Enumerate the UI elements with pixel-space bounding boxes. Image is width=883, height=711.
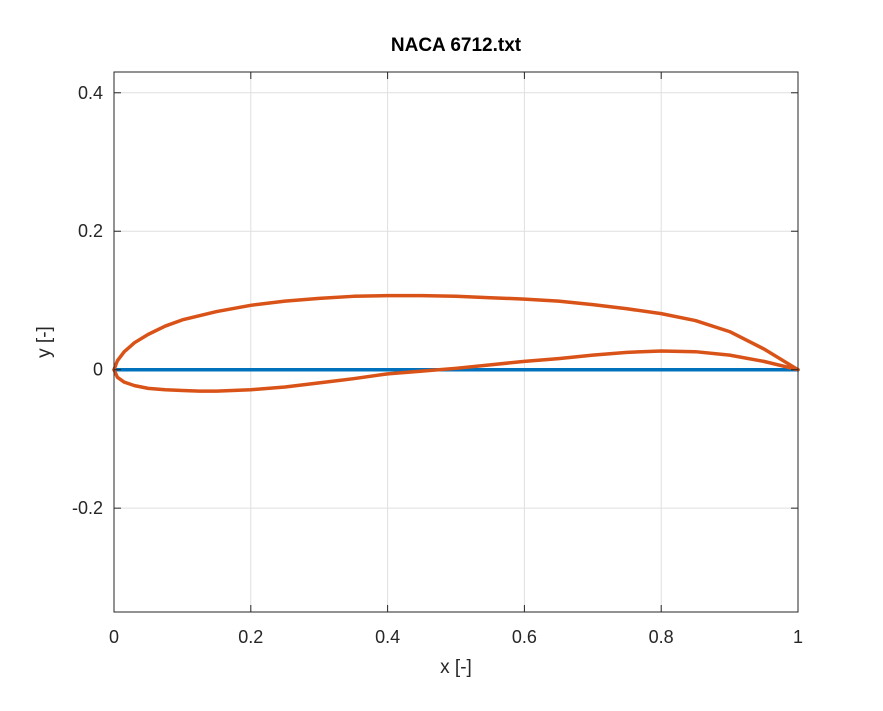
airfoil-profile-line	[112, 293, 800, 393]
axes-box	[113, 71, 799, 613]
x-tick-label: 0	[109, 627, 119, 647]
x-tick-label: 0.2	[238, 627, 263, 647]
series-layer	[112, 293, 800, 393]
y-tick-label: 0	[93, 360, 103, 380]
y-axis-label: y [-]	[34, 326, 55, 358]
chart-title: NACA 6712.txt	[391, 35, 522, 56]
x-tick-label: 0.8	[649, 627, 674, 647]
y-tick-label: -0.2	[72, 498, 103, 518]
x-tick-label: 1	[793, 627, 803, 647]
ticks: 0 0.2 0.4 0.6 0.8 1 -0.2 0 0.2 0.4	[72, 72, 803, 647]
x-tick-label: 0.4	[375, 627, 400, 647]
x-axis-label: x [-]	[440, 657, 472, 678]
plot-area	[114, 72, 798, 612]
y-tick-label: 0.4	[78, 83, 103, 103]
y-tick-label: 0.2	[78, 221, 103, 241]
x-tick-label: 0.6	[512, 627, 537, 647]
